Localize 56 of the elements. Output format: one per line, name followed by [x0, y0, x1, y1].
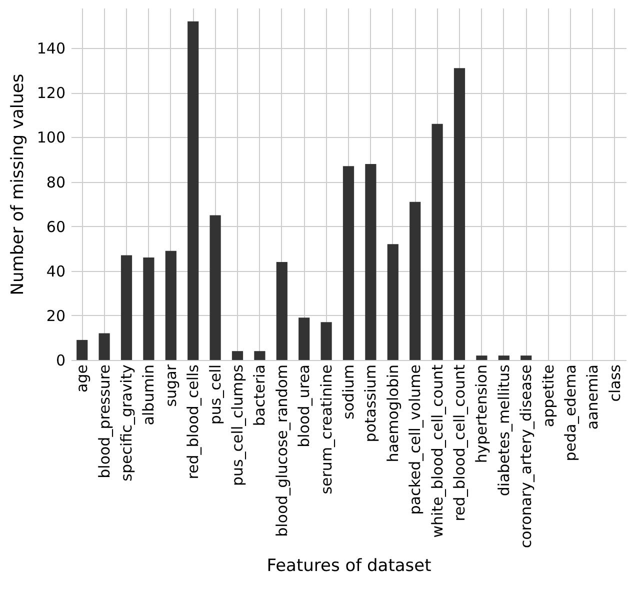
x-tick-label: potassium: [362, 364, 380, 442]
bar: [454, 68, 466, 360]
bar: [76, 340, 88, 360]
x-tick-label: specific_gravity: [118, 364, 136, 482]
bar: [276, 262, 288, 360]
x-tick-label: white_blood_cell_count: [428, 364, 446, 538]
x-tick-label: appetite: [539, 364, 558, 428]
y-tick-label: 120: [36, 84, 66, 102]
x-tick-label: packed_cell_volume: [406, 364, 424, 515]
bar: [98, 333, 110, 360]
y-tick-label: 40: [46, 262, 66, 280]
bar: [476, 356, 488, 360]
bar: [210, 215, 221, 360]
y-tick-label: 60: [46, 218, 66, 236]
x-axis-title: Features of dataset: [266, 556, 432, 576]
x-tick-label: blood_glucose_random: [272, 364, 291, 537]
x-tick-label: peda_edema: [562, 364, 580, 462]
x-tick-label: sodium: [340, 364, 358, 420]
x-tick-label: albumin: [140, 364, 158, 426]
bar: [254, 351, 266, 360]
bar: [498, 356, 510, 360]
x-tick-label: serum_creatinine: [317, 364, 336, 494]
x-tick-label: red_blood_cell_count: [450, 364, 468, 522]
bar: [188, 21, 199, 360]
bar: [432, 124, 443, 360]
x-tick-label: haemoglobin: [384, 364, 402, 462]
bar: [410, 202, 421, 360]
bar: [143, 258, 154, 360]
x-tick-label: blood_urea: [295, 364, 314, 448]
x-tick-label: red_blood_cells: [184, 364, 202, 480]
y-tick-label: 100: [36, 128, 66, 147]
y-tick-label: 20: [46, 306, 66, 325]
bar: [165, 250, 176, 360]
bar: [520, 356, 532, 360]
x-tick-label: pus_cell: [206, 364, 224, 425]
y-tick-label: 140: [36, 40, 66, 58]
bar: [365, 164, 376, 360]
y-tick-label: 0: [56, 352, 66, 370]
x-tick-label: class: [606, 364, 624, 402]
bar: [387, 244, 398, 360]
bar: [120, 255, 132, 360]
y-tick-label: 80: [46, 173, 66, 192]
bar: [320, 322, 332, 360]
x-tick-label: bacteria: [250, 364, 269, 426]
x-tick-label: age: [73, 364, 92, 392]
x-tick-label: blood_pressure: [95, 364, 114, 478]
x-tick-label: sugar: [162, 364, 180, 407]
bar: [232, 351, 244, 360]
bar: [342, 166, 354, 360]
x-tick-label: aanemia: [584, 364, 602, 430]
x-tick-label: pus_cell_clumps: [228, 364, 246, 486]
x-tick-label: coronary_artery_disease: [517, 364, 536, 548]
x-tick-label: diabetes_mellitus: [494, 364, 513, 496]
y-axis-title: Number of missing values: [8, 74, 28, 296]
x-tick-label: hypertension: [472, 364, 491, 464]
bar: [298, 318, 310, 360]
